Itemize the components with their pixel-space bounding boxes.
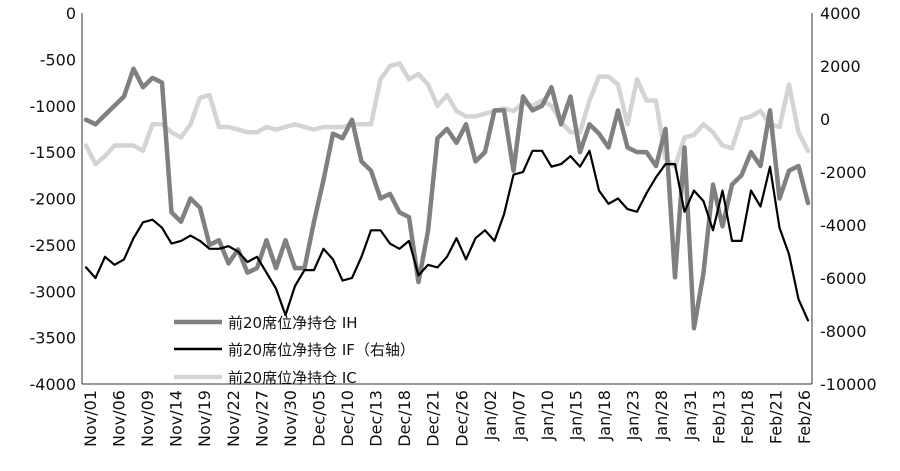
series-layer [83, 61, 811, 331]
x-tick-label: Nov/01 [81, 390, 100, 447]
y-left-tick-label: -4000 [30, 375, 77, 394]
y-right-tick-label: -2000 [820, 163, 867, 182]
y-axis-right-labels: 4000 2000 0 -2000 -4000 -6000 -8000 -10000 [820, 4, 877, 394]
y-right-tick-label: 4000 [820, 4, 861, 23]
x-tick-label: Dec/21 [424, 390, 443, 447]
x-tick-label: Jan/23 [624, 390, 643, 441]
legend-label-2: 前20席位净持仓 IC [228, 369, 357, 387]
y-right-tick-label: -4000 [820, 216, 867, 235]
y-right-tick-label: -6000 [820, 269, 867, 288]
x-tick-label: Dec/10 [338, 390, 357, 447]
y-left-tick-label: 0 [66, 4, 76, 23]
x-tick-label: Jan/02 [481, 390, 500, 441]
x-tick-label: Dec/05 [309, 390, 328, 447]
legend-label-1: 前20席位净持仓 IF（右轴） [228, 341, 415, 359]
legend: 前20席位净持仓 IH 前20席位净持仓 IF（右轴） 前20席位净持仓 IC [174, 314, 415, 387]
x-tick-label: Nov/09 [138, 390, 157, 447]
x-tick-label: Nov/19 [195, 390, 214, 447]
series-line-2 [83, 61, 811, 169]
x-tick-label: Dec/18 [395, 390, 414, 447]
y-left-tick-label: -500 [40, 50, 76, 69]
x-tick-label: Nov/06 [110, 390, 129, 447]
series-line-0 [83, 66, 811, 331]
y-left-tick-label: -3000 [30, 282, 77, 301]
x-tick-label: Feb/21 [766, 390, 785, 444]
x-tick-label: Jan/28 [652, 390, 671, 441]
x-tick-label: Nov/30 [281, 390, 300, 447]
y-left-tick-label: -2000 [30, 190, 77, 209]
x-tick-label: Nov/22 [224, 390, 243, 447]
x-axis-labels: Nov/01 Nov/06 Nov/09 Nov/14 Nov/19 Nov/22 Nov/… [81, 390, 814, 447]
y-axis-left-labels: 0 -500 -1000 -1500 -2000 -2500 -3000 -3500 -4000 [30, 4, 77, 394]
x-tick-label: Jan/31 [681, 390, 700, 441]
y-left-tick-label: -1500 [30, 143, 77, 162]
x-tick-label: Jan/18 [595, 390, 614, 441]
series-line-1 [84, 149, 810, 322]
y-left-tick-label: -1000 [30, 97, 77, 116]
y-left-tick-label: -2500 [30, 236, 77, 255]
x-tick-label: Nov/27 [252, 390, 271, 447]
x-tick-label: Feb/13 [709, 390, 728, 444]
y-left-tick-label: -3500 [30, 329, 77, 348]
x-tick-label: Nov/14 [167, 390, 186, 447]
x-tick-label: Jan/07 [509, 390, 528, 441]
y-right-tick-label: -8000 [820, 322, 867, 341]
x-tick-label: Dec/26 [452, 390, 471, 447]
x-tick-label: Jan/10 [538, 390, 557, 441]
y-right-tick-label: 0 [820, 110, 830, 129]
legend-label-0: 前20席位净持仓 IH [228, 314, 358, 332]
axes [81, 13, 813, 385]
y-right-tick-label: 2000 [820, 57, 861, 76]
x-tick-label: Jan/15 [567, 390, 586, 441]
x-tick-label: Feb/18 [738, 390, 757, 444]
y-right-tick-label: -10000 [820, 375, 877, 394]
x-tick-label: Dec/13 [367, 390, 386, 447]
x-tick-label: Feb/26 [795, 390, 814, 444]
